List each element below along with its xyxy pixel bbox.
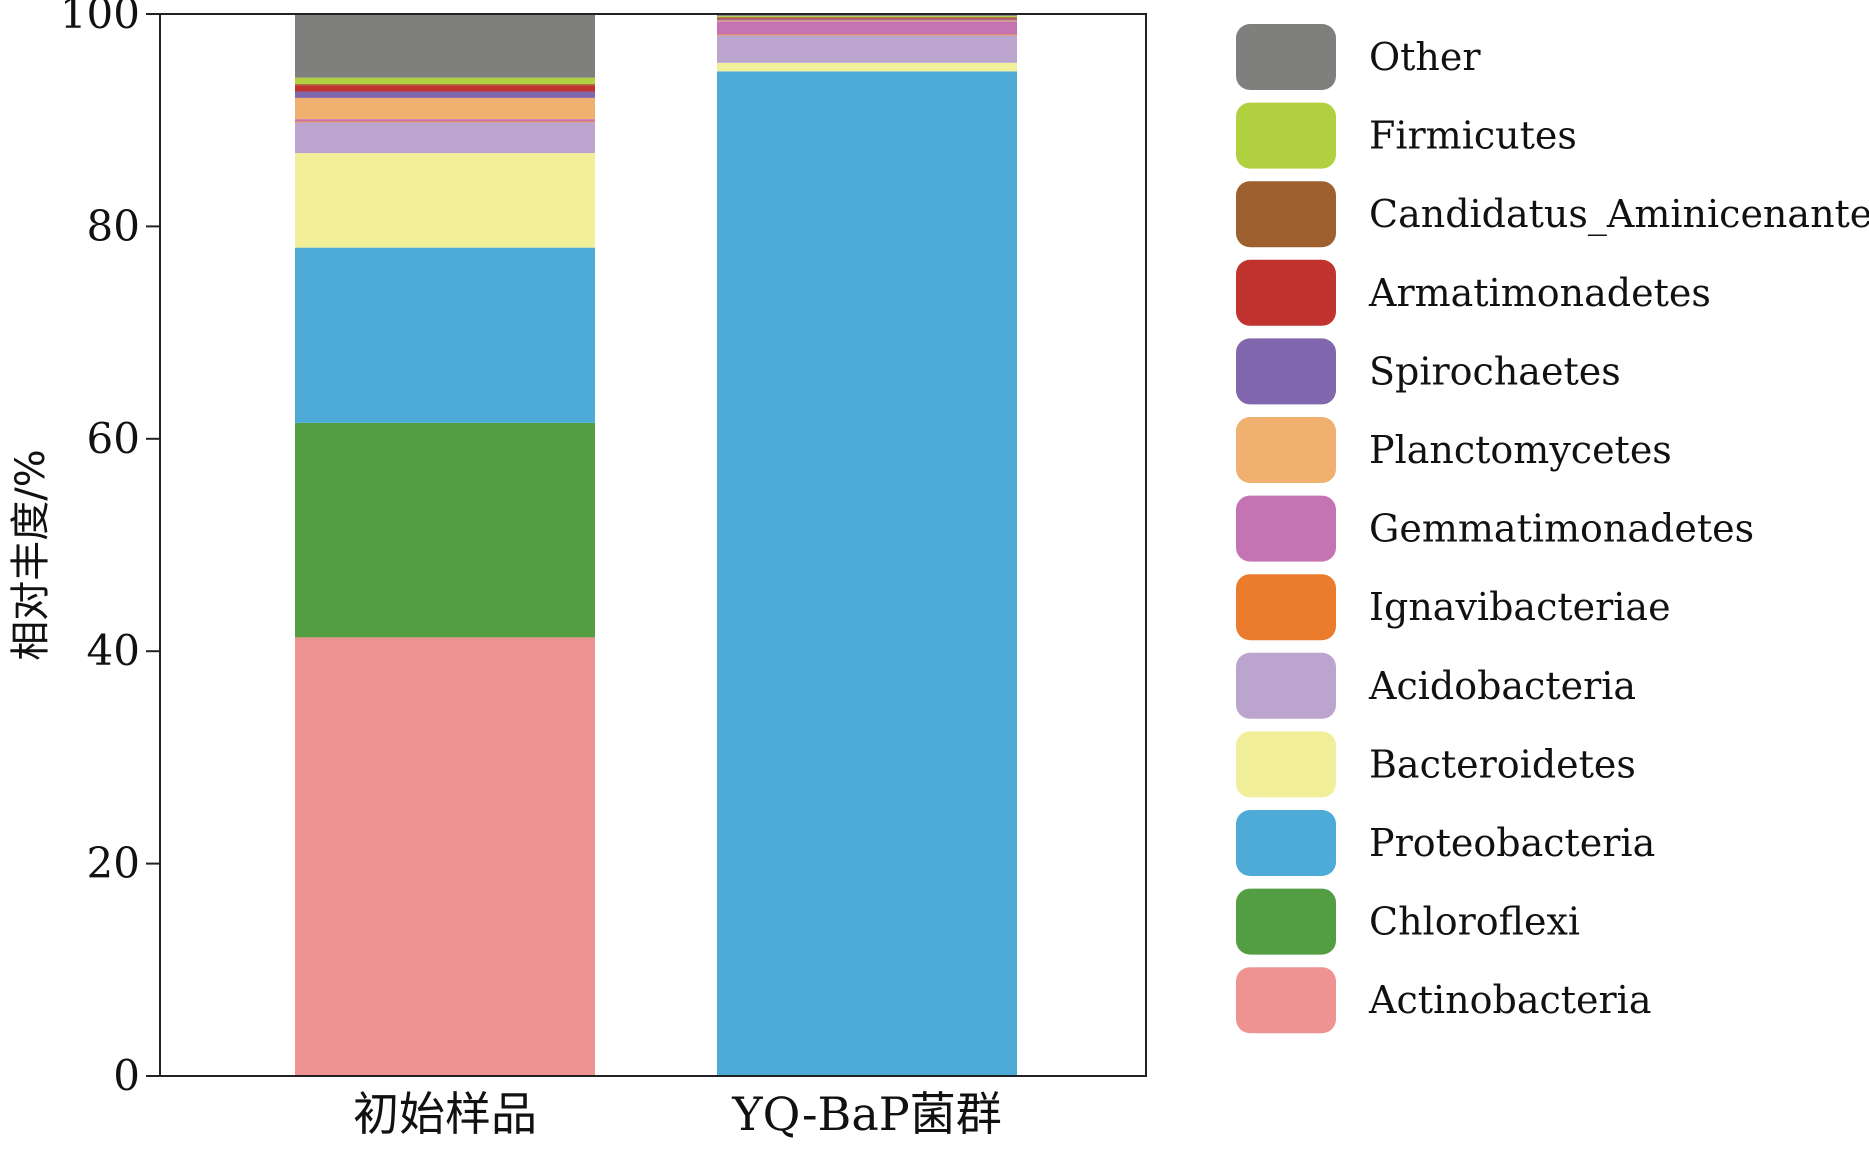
legend: Other Firmicutes Candidatus_Aminicenantes A… [1236, 24, 1869, 1034]
bars-layer [295, 14, 1017, 1076]
bar-segment-proteobacteria-1 [717, 71, 1017, 1076]
bar-segment-firmicutes-0 [295, 77, 595, 85]
plot-frame [159, 13, 1147, 1077]
bar-segment-planctomycetes-1 [717, 20, 1017, 22]
legend-label: Armatimonadetes [1368, 271, 1711, 315]
y-tick-label: 60 [87, 414, 140, 463]
legend-label: Acidobacteria [1368, 664, 1636, 708]
x-axis: 初始样品 YQ-BaP菌群 [353, 1087, 1002, 1141]
legend-swatch [1236, 24, 1336, 90]
bar-segment-ignavibacteriae-0 [295, 121, 595, 123]
bar-segment-planctomycetes-0 [295, 97, 595, 120]
bar-segment-ignavibacteriae-1 [717, 34, 1017, 36]
bar-segment-bacteroidetes-0 [295, 153, 595, 248]
bar-segment-actinobacteria-0 [295, 637, 595, 1076]
bar-segment-gemmatimonadetes-0 [295, 119, 595, 122]
legend-label: Planctomycetes [1369, 428, 1672, 472]
bar-segment-chloroflexi-0 [295, 422, 595, 638]
legend-swatch [1236, 731, 1336, 798]
bar-segment-other-1 [717, 15, 1017, 17]
bar-segment-spirochaetes-1 [717, 19, 1017, 21]
legend-swatch [1236, 495, 1336, 562]
legend-label: Proteobacteria [1369, 821, 1655, 865]
legend-swatch [1236, 967, 1336, 1034]
y-tick-label: 80 [87, 201, 140, 250]
legend-swatch [1236, 181, 1336, 248]
legend-swatch [1236, 259, 1336, 326]
bar-segment-acidobacteria-0 [295, 122, 595, 154]
legend-swatch [1236, 417, 1336, 483]
legend-swatch [1236, 888, 1336, 955]
bar-segment-proteobacteria-0 [295, 247, 595, 423]
bar-segment-spirochaetes-0 [295, 91, 595, 98]
legend-swatch [1236, 652, 1336, 719]
legend-swatch [1236, 574, 1336, 641]
y-axis-title: 相对丰度/% [8, 449, 54, 660]
y-tick-label: 0 [113, 1051, 140, 1100]
x-category-label: YQ-BaP菌群 [731, 1087, 1002, 1141]
bar-segment-firmicutes-1 [717, 16, 1017, 18]
y-axis: 0 20 40 60 80 100 [60, 0, 160, 1100]
legend-swatch [1236, 338, 1336, 405]
legend-label: Actinobacteria [1368, 978, 1652, 1022]
bar-segment-candidatus-aminicenantes-0 [295, 84, 595, 86]
legend-label: Candidatus_Aminicenantes [1369, 192, 1869, 237]
legend-label: Chloroflexi [1369, 900, 1580, 944]
bar-segment-armatimonadetes-0 [295, 85, 595, 92]
y-tick-label: 20 [87, 839, 140, 888]
x-category-label: 初始样品 [353, 1087, 537, 1141]
legend-swatch [1236, 810, 1336, 876]
legend-label: Ignavibacteriae [1369, 585, 1671, 629]
bar-segment-armatimonadetes-1 [717, 18, 1017, 20]
legend-label: Gemmatimonadetes [1369, 507, 1754, 551]
legend-label: Spirochaetes [1369, 349, 1621, 393]
bar-segment-candidatus-aminicenantes-1 [717, 17, 1017, 19]
y-tick-label: 100 [60, 0, 140, 38]
legend-label: Firmicutes [1369, 114, 1577, 158]
legend-label: Other [1369, 35, 1481, 79]
bar-segment-acidobacteria-1 [717, 35, 1017, 63]
bar-segment-gemmatimonadetes-1 [717, 21, 1017, 35]
y-tick-label: 40 [87, 626, 140, 675]
bar-segment-other-0 [295, 14, 595, 78]
legend-swatch [1236, 102, 1336, 169]
legend-label: Bacteroidetes [1369, 742, 1636, 786]
bar-segment-bacteroidetes-1 [717, 62, 1017, 72]
